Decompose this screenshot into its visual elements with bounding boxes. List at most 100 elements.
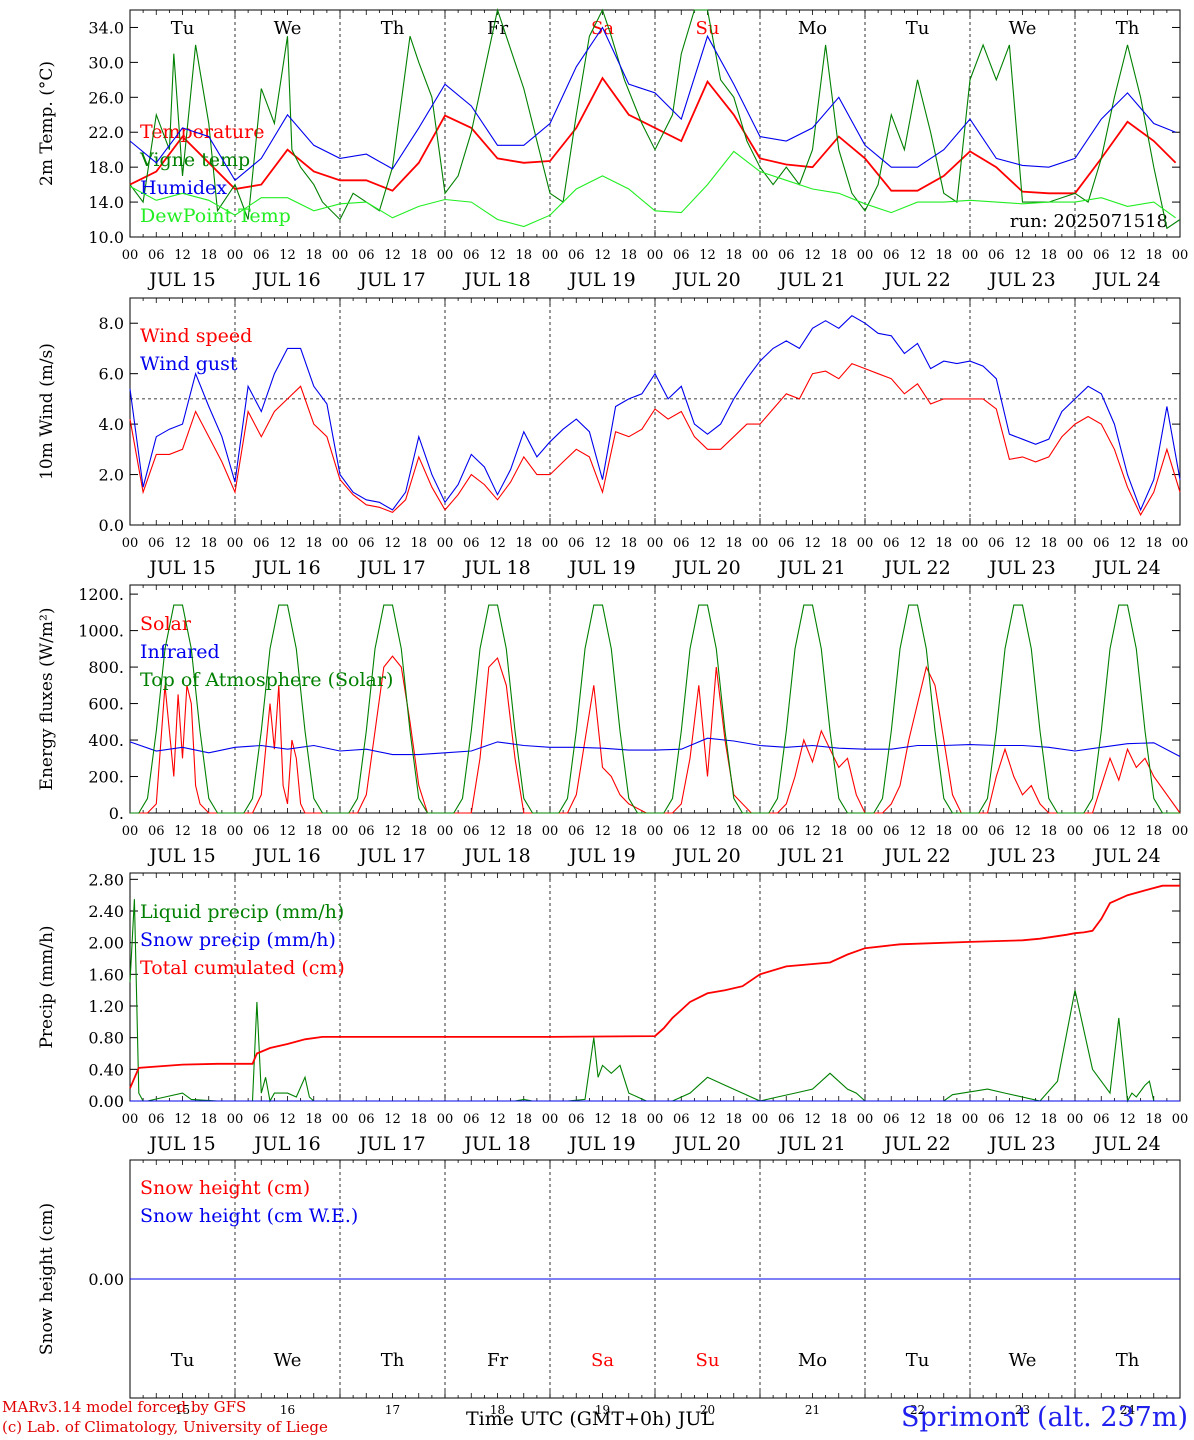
x-hour-label: 18	[1145, 824, 1162, 839]
series-line-1	[129, 7, 1181, 230]
x-date-label: JUL 21	[777, 557, 845, 579]
x-date-label: JUL 24	[1092, 845, 1160, 867]
x-hour-label: 06	[463, 536, 480, 551]
x-date-label: JUL 24	[1092, 557, 1160, 579]
x-hour-label: 12	[384, 248, 401, 263]
x-hour-label: 18	[725, 824, 742, 839]
x-hour-label: 00	[752, 248, 769, 263]
x-hour-label: 12	[1119, 248, 1136, 263]
x-hour-label: 06	[253, 1112, 270, 1127]
x-date-label: JUL 22	[882, 269, 950, 291]
y-tick-label: 400.	[88, 731, 124, 750]
series-line-2	[129, 26, 1176, 182]
x-hour-label: 06	[568, 1112, 585, 1127]
station-name: Sprimont (alt. 237m)	[901, 1402, 1188, 1433]
legend-label: Liquid precip (mm/h)	[140, 901, 344, 923]
x-hour-label: 12	[1014, 824, 1031, 839]
day-number-label: 23	[1015, 1403, 1030, 1417]
day-name-label: Th	[381, 18, 405, 39]
x-date-label: JUL 20	[672, 557, 740, 579]
x-hour-label: 00	[857, 824, 874, 839]
x-hour-label: 12	[1014, 1112, 1031, 1127]
x-hour-label: 12	[279, 1112, 296, 1127]
x-hour-label: 12	[174, 1112, 191, 1127]
x-hour-label: 00	[542, 248, 559, 263]
x-hour-label: 00	[122, 536, 139, 551]
y-tick-label: 800.	[88, 658, 124, 677]
x-hour-label: 06	[463, 824, 480, 839]
x-hour-label: 12	[699, 536, 716, 551]
day-name-label: Fr	[487, 1350, 508, 1371]
x-hour-label: 00	[542, 1112, 559, 1127]
x-hour-label: 06	[358, 824, 375, 839]
x-hour-label: 00	[332, 1112, 349, 1127]
x-hour-label: 18	[620, 824, 637, 839]
x-hour-label: 12	[699, 824, 716, 839]
day-name-label: Mo	[798, 18, 827, 39]
x-hour-label: 18	[935, 248, 952, 263]
x-hour-label: 18	[830, 1112, 847, 1127]
x-hour-label: 00	[332, 248, 349, 263]
x-hour-label: 00	[1172, 824, 1189, 839]
y-tick-label: 30.0	[88, 53, 124, 72]
y-tick-label: 0.	[109, 804, 124, 823]
x-hour-label: 12	[909, 536, 926, 551]
y-tick-label: 6.0	[99, 365, 124, 384]
day-name-label: We	[274, 18, 302, 39]
x-date-label: JUL 21	[777, 269, 845, 291]
day-name-label: Mo	[798, 1350, 827, 1371]
x-hour-label: 06	[568, 248, 585, 263]
legend-label: Solar	[140, 613, 192, 635]
x-hour-label: 12	[384, 536, 401, 551]
x-hour-label: 00	[1067, 1112, 1084, 1127]
series-line-0	[129, 362, 1181, 517]
x-hour-label: 12	[489, 536, 506, 551]
x-hour-label: 12	[804, 1112, 821, 1127]
x-hour-label: 06	[463, 248, 480, 263]
day-name-label: We	[1009, 18, 1037, 39]
x-hour-label: 00	[647, 248, 664, 263]
x-hour-label: 18	[305, 1112, 322, 1127]
x-hour-label: 18	[620, 248, 637, 263]
x-hour-label: 06	[778, 824, 795, 839]
x-hour-label: 18	[1040, 1112, 1057, 1127]
y-tick-label: 0.00	[88, 1092, 124, 1111]
x-hour-label: 18	[830, 824, 847, 839]
x-hour-label: 06	[1093, 248, 1110, 263]
x-hour-label: 18	[515, 824, 532, 839]
x-hour-label: 12	[489, 1112, 506, 1127]
day-number-label: 15	[175, 1403, 190, 1417]
x-hour-label: 06	[1093, 536, 1110, 551]
x-hour-label: 06	[673, 248, 690, 263]
x-hour-label: 00	[1067, 248, 1084, 263]
x-hour-label: 12	[174, 248, 191, 263]
x-hour-label: 18	[935, 824, 952, 839]
x-hour-label: 06	[988, 824, 1005, 839]
y-axis-label: 10m Wind (m/s)	[37, 343, 57, 480]
x-hour-label: 00	[227, 536, 244, 551]
x-hour-label: 12	[594, 1112, 611, 1127]
x-date-label: JUL 24	[1092, 269, 1160, 291]
x-hour-label: 18	[410, 1112, 427, 1127]
x-date-label: JUL 16	[252, 1133, 320, 1155]
x-date-label: JUL 15	[147, 269, 215, 291]
x-hour-label: 06	[988, 248, 1005, 263]
y-axis-label: Energy fluxes (W/m²)	[37, 608, 57, 791]
x-date-label: JUL 23	[987, 1133, 1055, 1155]
legend-label: Temperature	[140, 121, 264, 143]
y-axis-label: 2m Temp. (°C)	[37, 61, 57, 186]
x-date-label: JUL 19	[567, 845, 635, 867]
y-tick-label: 1200.	[78, 585, 124, 604]
x-date-label: JUL 17	[357, 557, 425, 579]
legend-label: Snow height (cm)	[140, 1177, 310, 1199]
x-hour-label: 06	[988, 536, 1005, 551]
x-hour-label: 12	[1014, 536, 1031, 551]
y-tick-label: 26.0	[88, 88, 124, 107]
series-line-0	[129, 76, 1177, 195]
x-date-label: JUL 17	[357, 269, 425, 291]
x-hour-label: 00	[857, 1112, 874, 1127]
x-date-label: JUL 16	[252, 557, 320, 579]
x-date-label: JUL 23	[987, 845, 1055, 867]
y-tick-label: 1.60	[88, 965, 124, 984]
x-hour-label: 00	[752, 1112, 769, 1127]
